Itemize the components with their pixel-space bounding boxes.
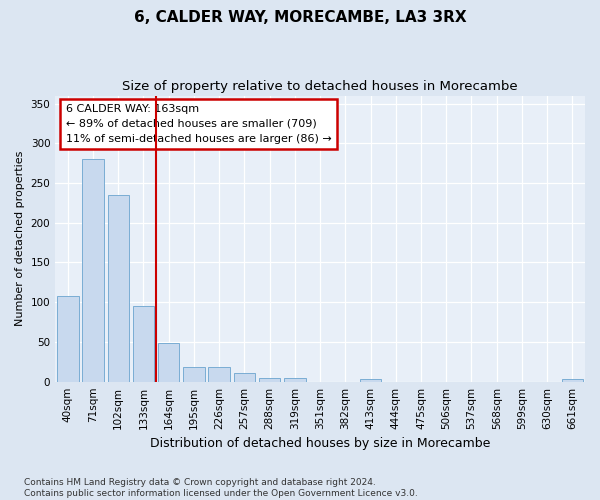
Bar <box>158 342 179 382</box>
X-axis label: Distribution of detached houses by size in Morecambe: Distribution of detached houses by size … <box>150 437 490 450</box>
Bar <box>107 195 129 382</box>
Y-axis label: Number of detached properties: Number of detached properties <box>15 151 25 326</box>
Bar <box>562 380 583 382</box>
Bar <box>183 368 205 382</box>
Bar <box>259 378 280 382</box>
Bar <box>82 159 104 382</box>
Bar <box>57 296 79 382</box>
Bar <box>360 380 381 382</box>
Text: 6, CALDER WAY, MORECAMBE, LA3 3RX: 6, CALDER WAY, MORECAMBE, LA3 3RX <box>134 10 466 25</box>
Bar <box>133 306 154 382</box>
Title: Size of property relative to detached houses in Morecambe: Size of property relative to detached ho… <box>122 80 518 93</box>
Bar <box>208 368 230 382</box>
Bar <box>233 373 255 382</box>
Text: Contains HM Land Registry data © Crown copyright and database right 2024.
Contai: Contains HM Land Registry data © Crown c… <box>24 478 418 498</box>
Text: 6 CALDER WAY: 163sqm
← 89% of detached houses are smaller (709)
11% of semi-deta: 6 CALDER WAY: 163sqm ← 89% of detached h… <box>66 104 332 144</box>
Bar <box>284 378 305 382</box>
